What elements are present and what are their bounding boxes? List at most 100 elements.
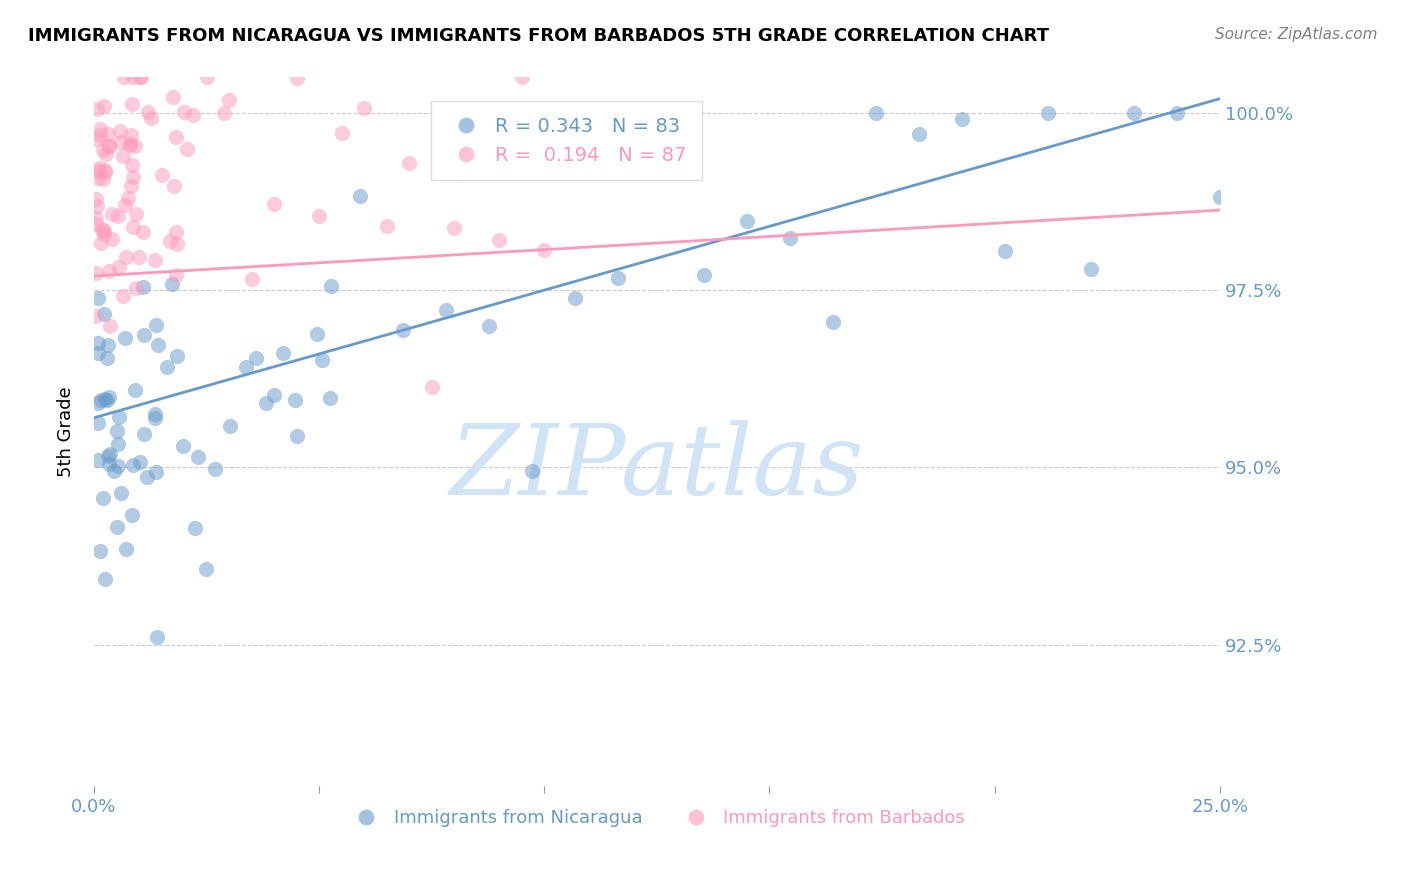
Immigrants from Nicaragua bbox=[908, 127, 931, 141]
Immigrants from Nicaragua bbox=[97, 338, 120, 352]
Immigrants from Barbados bbox=[93, 227, 115, 241]
Immigrants from Nicaragua bbox=[145, 318, 167, 332]
Immigrants from Nicaragua bbox=[650, 106, 672, 120]
Immigrants from Nicaragua bbox=[89, 543, 111, 558]
Immigrants from Nicaragua bbox=[107, 436, 129, 450]
Immigrants from Nicaragua bbox=[98, 447, 121, 461]
Immigrants from Nicaragua bbox=[1122, 106, 1144, 120]
Immigrants from Barbados bbox=[93, 165, 115, 179]
Immigrants from Barbados bbox=[488, 233, 510, 247]
Immigrants from Nicaragua bbox=[311, 352, 333, 367]
Immigrants from Barbados bbox=[89, 161, 111, 176]
Immigrants from Barbados bbox=[97, 128, 120, 142]
Immigrants from Nicaragua bbox=[114, 541, 136, 556]
Immigrants from Nicaragua bbox=[145, 407, 167, 421]
Immigrants from Nicaragua bbox=[146, 337, 169, 351]
Immigrants from Barbados bbox=[115, 250, 138, 264]
Immigrants from Barbados bbox=[89, 128, 111, 142]
Immigrants from Barbados bbox=[138, 104, 160, 119]
Immigrants from Nicaragua bbox=[87, 291, 110, 305]
Immigrants from Barbados bbox=[110, 135, 132, 149]
Immigrants from Barbados bbox=[443, 221, 465, 235]
Y-axis label: 5th Grade: 5th Grade bbox=[58, 386, 75, 477]
Immigrants from Nicaragua bbox=[218, 419, 240, 434]
Immigrants from Barbados bbox=[183, 108, 205, 122]
Immigrants from Nicaragua bbox=[285, 428, 308, 442]
Immigrants from Nicaragua bbox=[263, 387, 285, 401]
Immigrants from Barbados bbox=[159, 234, 181, 248]
Immigrants from Nicaragua bbox=[172, 439, 194, 453]
Immigrants from Barbados bbox=[108, 260, 131, 274]
Immigrants from Nicaragua bbox=[87, 453, 110, 467]
Immigrants from Barbados bbox=[195, 70, 218, 85]
Immigrants from Nicaragua bbox=[166, 349, 188, 363]
Immigrants from Nicaragua bbox=[1166, 106, 1188, 120]
Immigrants from Barbados bbox=[84, 309, 107, 323]
Immigrants from Barbados bbox=[84, 266, 107, 280]
Immigrants from Nicaragua bbox=[1209, 190, 1232, 204]
Text: ZIPatlas: ZIPatlas bbox=[450, 420, 865, 515]
Immigrants from Barbados bbox=[150, 168, 173, 182]
Text: IMMIGRANTS FROM NICARAGUA VS IMMIGRANTS FROM BARBADOS 5TH GRADE CORRELATION CHAR: IMMIGRANTS FROM NICARAGUA VS IMMIGRANTS … bbox=[28, 27, 1049, 45]
Immigrants from Nicaragua bbox=[87, 396, 110, 410]
Immigrants from Nicaragua bbox=[136, 469, 159, 483]
Immigrants from Barbados bbox=[112, 149, 135, 163]
Immigrants from Nicaragua bbox=[98, 390, 121, 404]
Immigrants from Barbados bbox=[111, 289, 134, 303]
Immigrants from Barbados bbox=[93, 223, 115, 237]
Immigrants from Nicaragua bbox=[124, 383, 146, 397]
Immigrants from Nicaragua bbox=[105, 425, 128, 439]
Immigrants from Nicaragua bbox=[520, 464, 543, 478]
Immigrants from Nicaragua bbox=[392, 322, 415, 336]
Text: Source: ZipAtlas.com: Source: ZipAtlas.com bbox=[1215, 27, 1378, 42]
Immigrants from Nicaragua bbox=[131, 280, 153, 294]
Immigrants from Nicaragua bbox=[146, 630, 169, 644]
Immigrants from Nicaragua bbox=[87, 335, 110, 350]
Immigrants from Barbados bbox=[112, 70, 135, 85]
Immigrants from Barbados bbox=[218, 93, 240, 107]
Immigrants from Nicaragua bbox=[735, 214, 758, 228]
Immigrants from Nicaragua bbox=[110, 485, 132, 500]
Immigrants from Nicaragua bbox=[204, 462, 226, 476]
Immigrants from Barbados bbox=[98, 139, 121, 153]
Immigrants from Nicaragua bbox=[145, 465, 167, 479]
Immigrants from Barbados bbox=[420, 380, 443, 394]
Immigrants from Nicaragua bbox=[779, 230, 801, 244]
Immigrants from Nicaragua bbox=[865, 106, 887, 120]
Immigrants from Nicaragua bbox=[94, 392, 117, 407]
Immigrants from Barbados bbox=[91, 143, 114, 157]
Immigrants from Barbados bbox=[87, 170, 110, 185]
Immigrants from Barbados bbox=[263, 197, 285, 211]
Immigrants from Barbados bbox=[510, 70, 533, 85]
Immigrants from Barbados bbox=[129, 70, 152, 85]
Immigrants from Nicaragua bbox=[94, 572, 117, 586]
Immigrants from Nicaragua bbox=[96, 392, 118, 407]
Immigrants from Nicaragua bbox=[156, 360, 179, 375]
Immigrants from Barbados bbox=[84, 193, 107, 207]
Immigrants from Barbados bbox=[465, 164, 488, 178]
Immigrants from Nicaragua bbox=[183, 521, 205, 535]
Immigrants from Nicaragua bbox=[93, 307, 115, 321]
Immigrants from Barbados bbox=[86, 131, 108, 145]
Immigrants from Barbados bbox=[94, 147, 117, 161]
Immigrants from Barbados bbox=[114, 198, 136, 212]
Immigrants from Nicaragua bbox=[107, 458, 129, 473]
Immigrants from Barbados bbox=[125, 207, 148, 221]
Immigrants from Barbados bbox=[128, 250, 150, 264]
Immigrants from Barbados bbox=[93, 99, 115, 113]
Immigrants from Nicaragua bbox=[87, 417, 110, 431]
Immigrants from Nicaragua bbox=[254, 396, 277, 410]
Immigrants from Nicaragua bbox=[245, 351, 267, 365]
Immigrants from Barbados bbox=[143, 252, 166, 267]
Immigrants from Barbados bbox=[100, 207, 122, 221]
Immigrants from Barbados bbox=[165, 225, 187, 239]
Immigrants from Barbados bbox=[240, 272, 263, 286]
Immigrants from Barbados bbox=[107, 209, 129, 223]
Immigrants from Nicaragua bbox=[950, 112, 973, 126]
Immigrants from Barbados bbox=[100, 319, 122, 334]
Immigrants from Barbados bbox=[86, 102, 108, 116]
Immigrants from Barbados bbox=[162, 90, 184, 104]
Immigrants from Barbados bbox=[97, 139, 120, 153]
Immigrants from Barbados bbox=[212, 106, 235, 120]
Immigrants from Barbados bbox=[118, 138, 141, 153]
